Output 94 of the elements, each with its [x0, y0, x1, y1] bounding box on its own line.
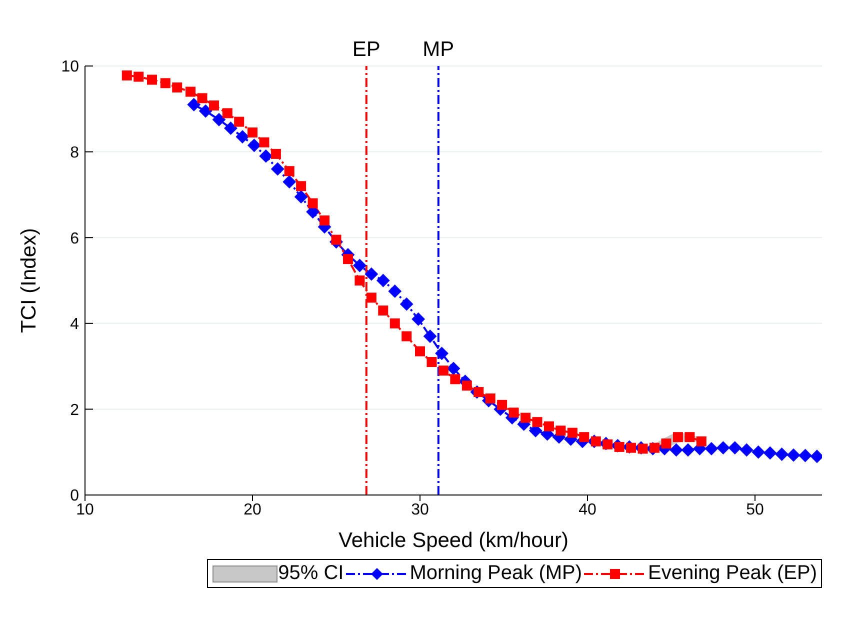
y-tick-label: 0	[70, 488, 80, 505]
point	[614, 442, 624, 452]
point	[556, 426, 566, 436]
point	[579, 432, 590, 442]
y-tick-label: 8	[70, 144, 80, 162]
y-axis-title: TCI (Index)	[17, 228, 40, 334]
point	[497, 400, 508, 410]
point	[670, 443, 683, 456]
point	[296, 181, 306, 192]
point	[224, 122, 238, 135]
point	[294, 190, 308, 204]
x-axis-title: Vehicle Speed (km/hour)	[338, 529, 568, 552]
point	[390, 318, 400, 328]
point	[353, 258, 366, 272]
y-tick-label: 2	[70, 402, 80, 419]
point	[764, 446, 777, 460]
legend-label: Evening Peak (EP)	[648, 562, 817, 585]
point	[212, 113, 226, 126]
point	[222, 108, 232, 118]
point	[462, 380, 472, 391]
x-tick-label: 30	[411, 501, 429, 518]
point	[752, 446, 765, 459]
point	[259, 137, 270, 148]
ref-line-label: MP	[422, 38, 454, 61]
point	[320, 215, 330, 226]
point	[366, 292, 376, 303]
point	[388, 284, 402, 298]
point	[728, 441, 742, 454]
point	[271, 162, 284, 176]
point	[248, 127, 258, 138]
point	[638, 444, 648, 454]
point	[787, 448, 800, 462]
point	[684, 432, 695, 442]
legend-label: Morning Peak (MP)	[410, 562, 582, 585]
point	[447, 362, 460, 375]
point	[376, 274, 390, 287]
x-tick-label: 20	[244, 501, 262, 518]
point	[342, 254, 353, 264]
ref-line-label: EP	[352, 38, 380, 61]
x-tick-label: 40	[578, 501, 596, 518]
point	[424, 330, 437, 343]
point	[378, 306, 388, 316]
point	[402, 331, 412, 342]
point	[234, 116, 244, 127]
point	[197, 93, 208, 104]
point	[544, 421, 554, 432]
point	[122, 70, 132, 80]
point	[810, 450, 822, 463]
point	[400, 298, 414, 311]
point	[716, 441, 730, 454]
point	[435, 346, 448, 360]
point	[626, 442, 636, 453]
y-tick-label: 6	[70, 230, 80, 248]
point	[450, 374, 460, 384]
point	[270, 148, 281, 159]
text: 95% CI	[278, 562, 344, 585]
point	[282, 175, 296, 188]
point	[740, 443, 754, 456]
point	[147, 74, 157, 85]
point	[284, 166, 294, 176]
point	[354, 276, 365, 286]
point	[532, 417, 542, 428]
point	[672, 432, 683, 442]
point	[775, 448, 788, 461]
point	[331, 234, 342, 245]
point	[798, 449, 812, 462]
point	[682, 443, 694, 456]
point	[208, 100, 219, 110]
point	[248, 138, 261, 152]
point	[199, 104, 212, 118]
point	[259, 150, 272, 163]
point	[438, 366, 448, 376]
point	[160, 78, 170, 88]
point	[186, 86, 196, 97]
point	[704, 442, 718, 456]
y-tick-label: 10	[61, 58, 80, 76]
point	[520, 412, 531, 423]
point	[236, 130, 249, 144]
point	[134, 72, 144, 82]
point	[650, 442, 660, 453]
point	[172, 82, 182, 92]
point	[508, 408, 519, 418]
point	[412, 312, 425, 326]
point	[661, 438, 672, 449]
point	[187, 98, 200, 112]
point	[308, 198, 318, 208]
point	[485, 393, 496, 404]
point	[567, 428, 578, 438]
x-tick-label: 50	[746, 501, 764, 518]
y-tick-label: 4	[70, 316, 80, 334]
point	[696, 436, 706, 446]
point	[364, 268, 378, 281]
point	[415, 346, 425, 356]
point	[426, 357, 437, 368]
